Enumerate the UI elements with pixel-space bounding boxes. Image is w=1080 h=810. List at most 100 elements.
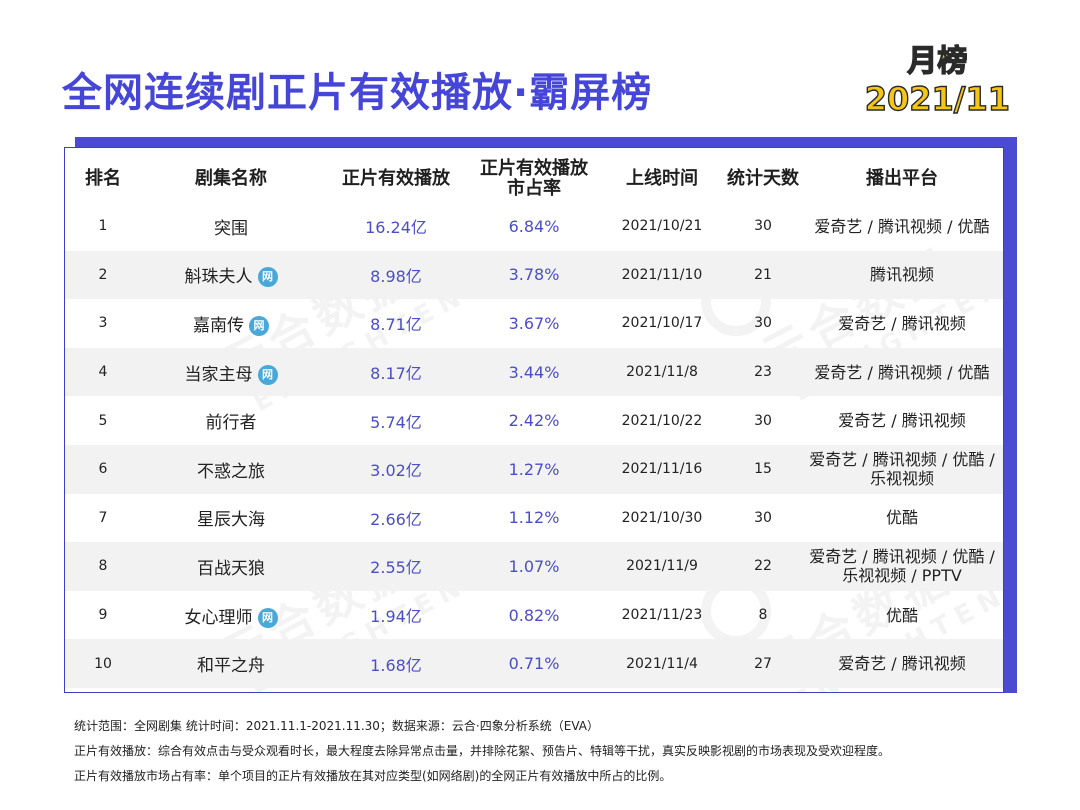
date-cell: 2021/11/16 xyxy=(597,444,727,494)
badge-label: 月榜 xyxy=(907,43,968,79)
series-name-cell: 斛珠夫人网 xyxy=(141,250,321,300)
platform-line: 乐视视频 / PPTV xyxy=(842,566,962,586)
days-cell: 27 xyxy=(727,639,799,688)
web-series-icon: 网 xyxy=(257,267,278,288)
days-cell: 21 xyxy=(727,250,799,300)
days-cell: 30 xyxy=(754,315,772,332)
table-row: 8 百战天狼 2.55亿 1.07% 2021/11/9 22 爱奇艺 / 腾讯视频 / 优… xyxy=(65,542,1003,591)
series-name: 斛珠夫人 xyxy=(184,267,253,288)
header-days: 统计天数 xyxy=(727,168,799,189)
table-row: 7 星辰大海 2.66亿 1.12% 2021/10/30 30 优酷 xyxy=(65,494,1003,543)
footnote-share-definition: 正片有效播放市场占有率：单个项目的正片有效播放在其对应类型(如网络剧)的全网正片… xyxy=(74,769,672,783)
days-cell: 8 xyxy=(758,607,768,624)
date-cell: 2021/10/17 xyxy=(621,315,703,332)
table-row: 5 前行者 5.74亿 2.42% 2021/10/22 30 爱奇艺 / 腾讯视频 xyxy=(65,396,1003,445)
series-name: 当家主母 xyxy=(184,364,253,385)
monthly-badge: 月榜 2021/11 xyxy=(864,43,1011,118)
rank-cell: 6 xyxy=(65,444,141,494)
plays-cell: 1.94亿 xyxy=(370,607,422,627)
share-cell: 1.12% xyxy=(508,508,560,528)
share-cell: 3.78% xyxy=(471,250,597,300)
platform-line: 爱奇艺 / 腾讯视频 xyxy=(838,654,966,674)
plays-cell: 2.55亿 xyxy=(321,542,471,591)
series-name: 百战天狼 xyxy=(197,558,265,579)
series-name: 突围 xyxy=(214,218,248,239)
series-name-cell: 嘉南传网 xyxy=(141,299,321,348)
rank-cell: 10 xyxy=(65,639,141,688)
plays-cell: 1.68亿 xyxy=(321,639,471,688)
date-cell: 2021/11/10 xyxy=(597,250,727,300)
header-platform: 播出平台 xyxy=(866,168,938,189)
platform-cell: 爱奇艺 / 腾讯视频 / 优酷 xyxy=(799,202,1003,251)
share-cell: 3.67% xyxy=(508,313,560,333)
header-share: 正片有效播放 市占率 xyxy=(471,156,597,202)
table-row: 2 斛珠夫人网 8.98亿 3.78% 2021/11/10 21 腾讯视频 xyxy=(65,250,1003,300)
platform-line: 爱奇艺 / 腾讯视频 xyxy=(838,313,966,333)
series-name-cell: 和平之舟 xyxy=(141,639,321,688)
table-header-row: 排名 剧集名称 正片有效播放 正片有效播放 市占率 上线时间 统计天数 播出平台 xyxy=(65,156,1003,202)
series-name-cell: 女心理师网 xyxy=(141,591,321,640)
days-cell: 30 xyxy=(754,509,772,526)
platform-cell: 优酷 xyxy=(799,494,1003,543)
footnote-scope: 统计范围：全网剧集 统计时间：2021.11.1-2021.11.30；数据来源… xyxy=(74,719,599,733)
platform-line: 爱奇艺 / 腾讯视频 xyxy=(838,411,966,431)
plays-cell: 8.71亿 xyxy=(370,315,422,335)
days-cell: 30 xyxy=(754,412,772,429)
platform-cell: 爱奇艺 / 腾讯视频 xyxy=(799,396,1003,445)
platform-line: 腾讯视频 xyxy=(869,265,934,285)
rank-cell: 1 xyxy=(98,218,108,235)
table-row: 6 不惑之旅 3.02亿 1.27% 2021/11/16 15 爱奇艺 / 腾讯视频 / … xyxy=(65,444,1003,494)
plays-cell: 8.98亿 xyxy=(321,250,471,300)
rank-cell: 3 xyxy=(98,315,108,332)
table-row: 9 女心理师网 1.94亿 0.82% 2021/11/23 8 优酷 xyxy=(65,591,1003,640)
days-cell: 22 xyxy=(727,542,799,591)
date-cell: 2021/11/8 xyxy=(597,347,727,397)
platform-cell: 爱奇艺 / 腾讯视频 / 优酷 xyxy=(799,347,1003,397)
footnote-plays-definition: 正片有效播放：综合有效点击与受众观看时长，最大程度去除异常点击量，并排除花絮、预… xyxy=(74,744,891,758)
series-name-cell: 星辰大海 xyxy=(141,494,321,543)
rank-cell: 2 xyxy=(65,250,141,300)
table-row: 10 和平之舟 1.68亿 0.71% 2021/11/4 27 爱奇艺 / 腾讯视频 xyxy=(65,639,1003,688)
series-name: 女心理师 xyxy=(184,607,253,628)
series-name-cell: 当家主母网 xyxy=(141,347,321,397)
platform-cell: 腾讯视频 xyxy=(799,250,1003,300)
series-name: 星辰大海 xyxy=(197,510,265,531)
series-name: 嘉南传 xyxy=(193,315,244,336)
platform-line: 爱奇艺 / 腾讯视频 / 优酷 xyxy=(814,362,990,382)
plays-cell: 5.74亿 xyxy=(370,412,422,432)
platform-cell: 优酷 xyxy=(799,591,1003,640)
series-name: 前行者 xyxy=(205,413,257,434)
badge-period: 2021/11 xyxy=(864,79,1011,118)
header-plays: 正片有效播放 xyxy=(342,168,450,189)
date-cell: 2021/10/21 xyxy=(621,218,703,235)
header-name: 剧集名称 xyxy=(195,168,267,189)
series-name-cell: 突围 xyxy=(141,202,321,251)
platform-line: 优酷 xyxy=(885,605,918,625)
series-name-cell: 不惑之旅 xyxy=(141,444,321,494)
series-name-cell: 百战天狼 xyxy=(141,542,321,591)
web-series-icon: 网 xyxy=(257,607,278,628)
share-cell: 0.82% xyxy=(508,605,560,625)
platform-cell: 爱奇艺 / 腾讯视频 xyxy=(799,639,1003,688)
days-cell: 30 xyxy=(754,218,772,235)
ranking-table: 排名 剧集名称 正片有效播放 正片有效播放 市占率 上线时间 统计天数 播出平台… xyxy=(65,156,1003,688)
date-cell: 2021/10/22 xyxy=(621,412,703,429)
share-cell: 2.42% xyxy=(508,411,560,431)
days-cell: 15 xyxy=(727,444,799,494)
web-series-icon: 网 xyxy=(257,364,278,385)
share-cell: 1.07% xyxy=(471,542,597,591)
rank-cell: 4 xyxy=(65,347,141,397)
date-cell: 2021/11/4 xyxy=(597,639,727,688)
platform-line: 爱奇艺 / 腾讯视频 / 优酷 / xyxy=(809,547,995,567)
web-series-icon: 网 xyxy=(249,315,269,336)
header-share-line2: 市占率 xyxy=(507,178,561,199)
plays-cell: 3.02亿 xyxy=(321,444,471,494)
date-cell: 2021/11/23 xyxy=(621,607,703,624)
share-cell: 1.27% xyxy=(471,444,597,494)
plays-cell: 2.66亿 xyxy=(370,509,422,529)
series-name-cell: 前行者 xyxy=(141,396,321,445)
table-row: 1 突围 16.24亿 6.84% 2021/10/21 30 爱奇艺 / 腾讯视频 / 优… xyxy=(65,202,1003,251)
page-title: 全网连续剧正片有效播放·霸屏榜 xyxy=(62,70,653,116)
days-cell: 23 xyxy=(727,347,799,397)
footnotes: 统计范围：全网剧集 统计时间：2021.11.1-2021.11.30；数据来源… xyxy=(74,714,1034,789)
